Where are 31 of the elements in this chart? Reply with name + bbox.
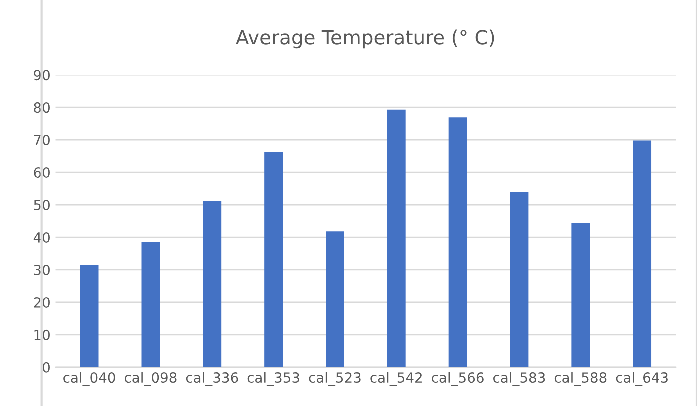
- bar: [633, 140, 652, 368]
- bar: [510, 192, 529, 368]
- bar: [264, 152, 284, 368]
- bar: [80, 265, 99, 368]
- y-tick-label: 70: [34, 135, 50, 146]
- bar: [572, 223, 590, 368]
- bar: [203, 201, 222, 368]
- chart-title: Average Temperature (° C): [236, 30, 494, 49]
- x-tick-label: cal_542: [370, 372, 422, 386]
- y-tick-label: 80: [34, 102, 50, 114]
- y-tick-label: 50: [34, 200, 50, 211]
- x-tick-label: cal_040: [64, 372, 116, 386]
- bar: [387, 110, 406, 368]
- y-tick-label: 30: [34, 264, 50, 276]
- y-tick-label: 60: [34, 168, 50, 178]
- x-tick-label: cal_336: [186, 372, 238, 386]
- x-tick-label: cal_353: [248, 372, 300, 386]
- y-tick-label: 0: [42, 362, 50, 373]
- bar: [448, 118, 468, 368]
- y-tick-label: 90: [34, 70, 50, 81]
- x-tick-label: cal_588: [554, 372, 607, 386]
- x-tick-label: cal_643: [616, 372, 668, 386]
- y-tick-label: 20: [34, 297, 50, 308]
- y-tick-label: 40: [34, 232, 50, 243]
- x-tick-label: cal_098: [124, 372, 177, 386]
- bar: [326, 232, 344, 368]
- x-tick-label: cal_583: [494, 372, 546, 386]
- x-tick-label: cal_523: [309, 372, 361, 386]
- x-tick-label: cal_566: [432, 372, 484, 386]
- bar: [142, 242, 160, 368]
- y-tick-label: 10: [34, 330, 50, 340]
